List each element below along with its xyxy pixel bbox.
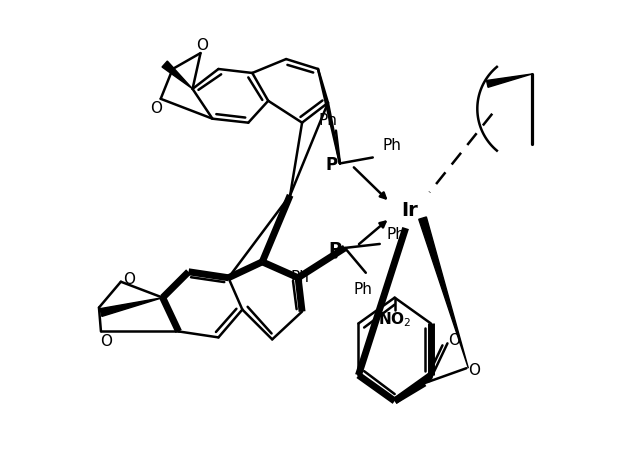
Text: P: P bbox=[328, 241, 342, 259]
Text: NO$_2$: NO$_2$ bbox=[378, 310, 412, 329]
Text: Ph: Ph bbox=[382, 138, 401, 153]
Text: Ph: Ph bbox=[353, 282, 372, 297]
Text: Ph: Ph bbox=[291, 270, 310, 285]
Text: O: O bbox=[123, 272, 135, 287]
Polygon shape bbox=[419, 217, 468, 368]
Polygon shape bbox=[162, 61, 193, 89]
Text: O: O bbox=[196, 38, 209, 53]
Text: P: P bbox=[326, 156, 338, 175]
Text: O: O bbox=[150, 101, 162, 116]
Text: O: O bbox=[468, 362, 481, 378]
Text: O: O bbox=[449, 333, 460, 348]
Text: Ir: Ir bbox=[401, 201, 418, 219]
Polygon shape bbox=[486, 74, 532, 87]
Text: O: O bbox=[100, 334, 112, 349]
Text: Ph: Ph bbox=[319, 113, 337, 128]
Polygon shape bbox=[100, 298, 163, 316]
Text: Ph: Ph bbox=[386, 227, 405, 242]
